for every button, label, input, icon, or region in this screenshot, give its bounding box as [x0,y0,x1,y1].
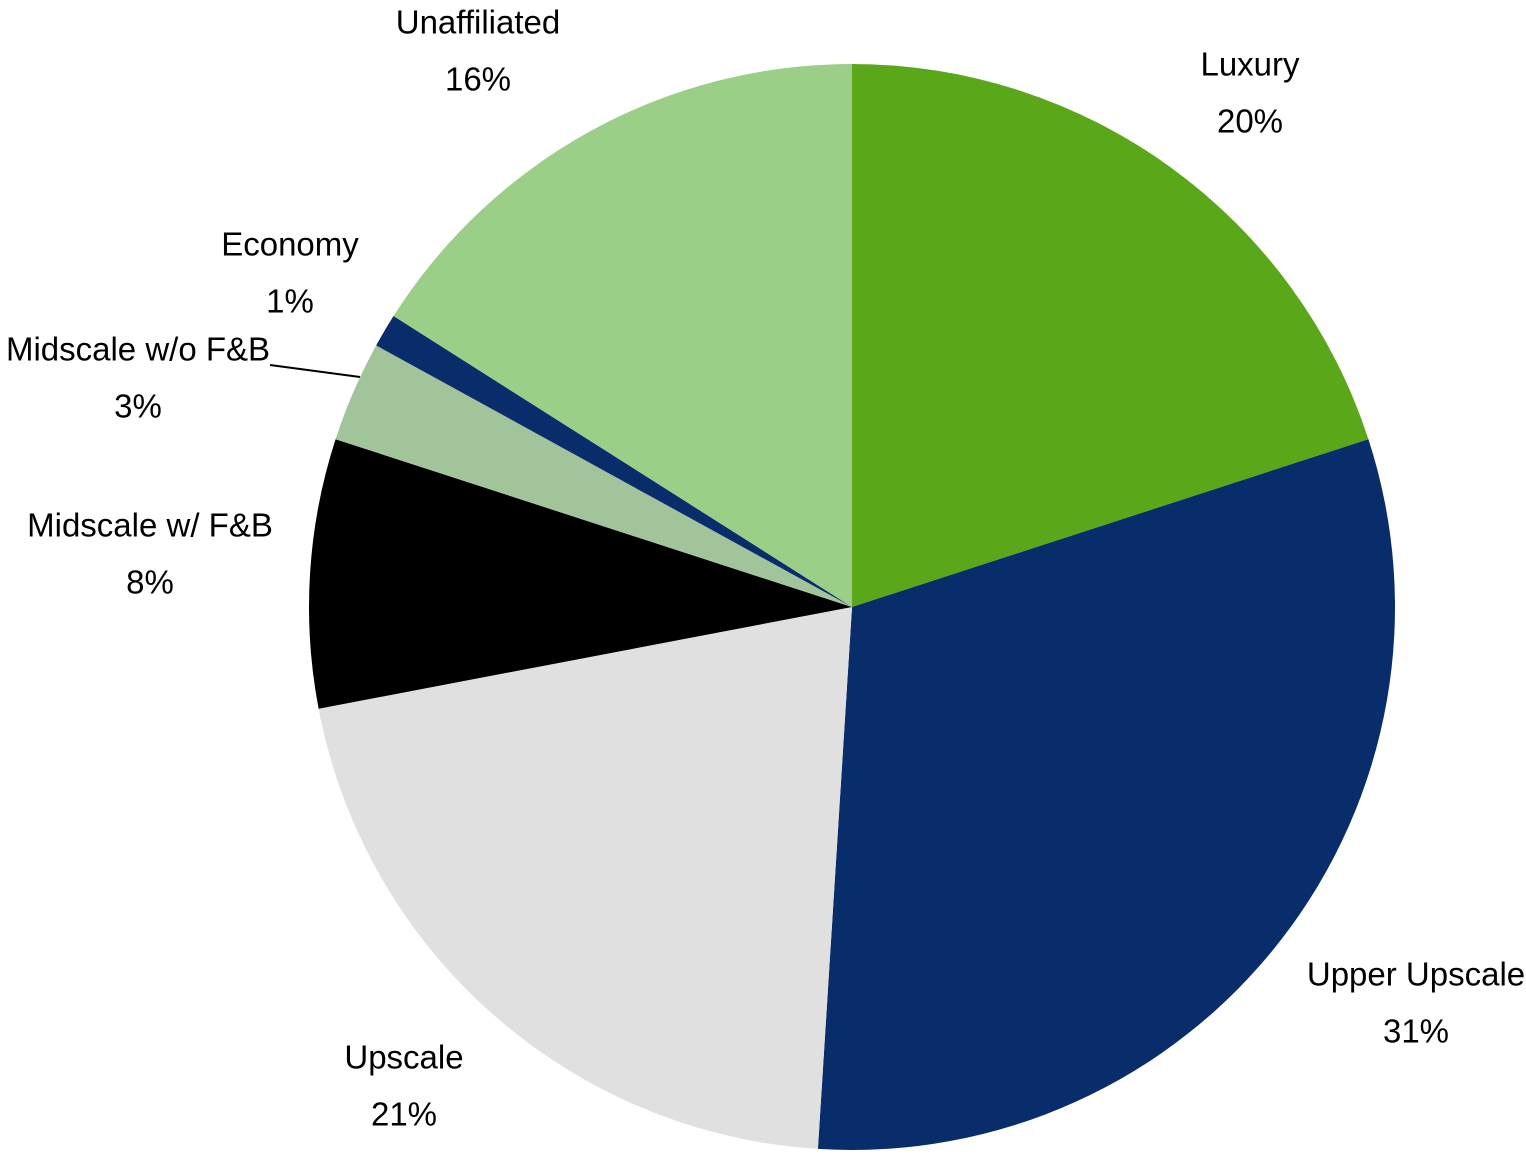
pie-slice [393,63,852,607]
pie-slice [817,439,1395,1151]
slice-value-label: 8% [126,564,174,601]
slice-label: Midscale w/ F&B [27,507,273,544]
slice-label: Upper Upscale [1307,956,1525,993]
slice-value-label: 20% [1217,103,1283,140]
leader-line [269,364,361,378]
pie-slice [335,345,853,607]
slice-value-label: 21% [371,1096,437,1133]
pie-slice [308,439,852,709]
slice-label: Luxury [1200,46,1300,83]
slice-label: Upscale [344,1039,463,1076]
slice-value-label: 31% [1383,1013,1449,1050]
pie-slice [318,607,852,1149]
slice-label: Unaffiliated [396,4,561,41]
slice-value-label: 16% [445,61,511,98]
slice-value-label: 1% [266,283,314,320]
slice-label: Economy [221,226,359,263]
slice-value-label: 3% [114,388,162,425]
pie-slice [852,64,1369,607]
slice-label: Midscale w/o F&B [6,331,270,368]
pie-slice [376,316,852,607]
